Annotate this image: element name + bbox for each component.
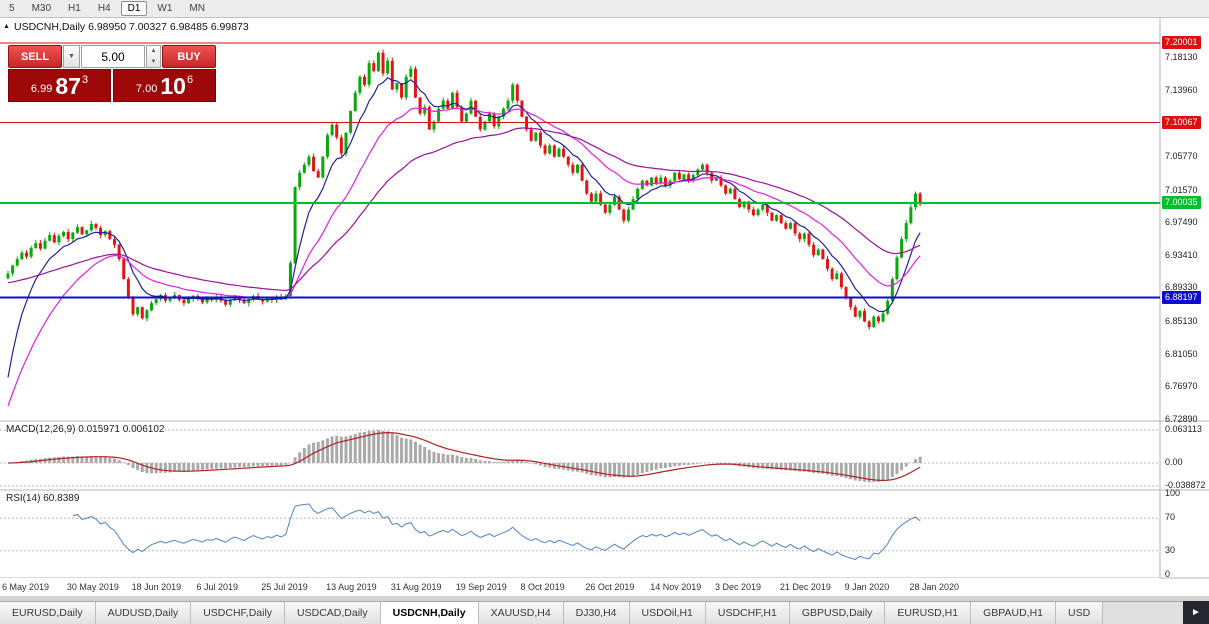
volume-down-icon[interactable]: ▼ <box>150 58 157 65</box>
price-level-badge: 6.88197 <box>1162 290 1201 304</box>
rsi-axis-label: 0 <box>1165 569 1171 579</box>
volume-up-icon[interactable]: ▲ <box>150 48 157 55</box>
buy-price-prefix: 7.00 <box>135 83 158 95</box>
tabbar-scroll-right-button[interactable]: ► <box>1183 601 1209 624</box>
date-tick-label: 30 May 2019 <box>66 582 119 592</box>
one-click-trade-panel: SELL ▼ 5.00 ▲ ▼ BUY 6.99 87 3 7.00 10 <box>8 45 216 102</box>
buy-button[interactable]: BUY <box>162 45 216 68</box>
price-tick-label: 7.01570 <box>1165 184 1198 195</box>
chart-tab-xauusd-h4[interactable]: XAUUSD,H4 <box>478 602 564 624</box>
timeframe-button-m30[interactable]: M30 <box>31 3 52 14</box>
macd-indicator-label: MACD(12,26,9) 0.015971 0.006102 <box>6 424 165 435</box>
chart-tab-usdcnh-daily[interactable]: USDCNH,Daily <box>380 602 479 624</box>
rsi-axis-label: 30 <box>1165 544 1176 555</box>
chart-tab-bar: EURUSD,Daily AUDUSD,Daily USDCHF,Daily USDC… <box>0 601 1209 624</box>
sell-price-display: 6.99 87 3 <box>8 69 111 102</box>
macd-axis-label: 0.063113 <box>1165 424 1202 434</box>
price-tick-label: 6.89330 <box>1165 282 1198 293</box>
price-tick-label: 6.76970 <box>1165 381 1198 392</box>
timeframe-button-h1[interactable]: H1 <box>68 3 81 14</box>
sell-button[interactable]: SELL <box>8 45 62 68</box>
chart-title-ohlc: USDCNH,Daily 6.98950 7.00327 6.98485 6.9… <box>14 21 249 33</box>
buy-price-big-digits: 10 <box>160 73 186 99</box>
volume-input[interactable]: 5.00 <box>81 45 145 68</box>
sell-price-pip-digit: 3 <box>81 74 89 86</box>
chart-tab-gbpaud-h1[interactable]: GBPAUD,H1 <box>971 602 1057 624</box>
price-tick-label: 6.72890 <box>1165 414 1198 424</box>
price-tick-label: 7.13960 <box>1165 85 1198 96</box>
chart-tab-usd[interactable]: USD <box>1056 602 1104 624</box>
date-tick-label: 6 May 2019 <box>2 582 50 592</box>
price-tick-label: 7.05770 <box>1165 150 1198 161</box>
chart-tab-gbpusd-daily[interactable]: GBPUSD,Daily <box>789 602 886 624</box>
timeframe-button-mn[interactable]: MN <box>189 3 205 14</box>
date-tick-label: 18 Jun 2019 <box>131 582 182 592</box>
date-tick-label: 9 Jan 2020 <box>844 582 890 592</box>
timeframe-button-w1[interactable]: W1 <box>157 3 173 14</box>
volume-dropdown-button[interactable]: ▼ <box>63 45 80 68</box>
price-tick-label: 6.81050 <box>1165 348 1198 359</box>
price-level-badge: 7.00035 <box>1162 195 1201 209</box>
price-tick-label: 6.93410 <box>1165 249 1198 260</box>
chart-tab-dj30-h4[interactable]: DJ30,H4 <box>563 602 630 624</box>
date-tick-label: 3 Dec 2019 <box>715 582 762 592</box>
chart-tab-usdchf-h1[interactable]: USDCHF,H1 <box>705 602 790 624</box>
chart-tab-usdcad-daily[interactable]: USDCAD,Daily <box>285 602 381 624</box>
date-tick-label: 6 Jul 2019 <box>196 582 238 592</box>
timeframe-button-h4[interactable]: H4 <box>97 3 111 14</box>
price-level-badge: 7.20001 <box>1162 36 1201 50</box>
price-tick-label: 6.85130 <box>1165 316 1198 327</box>
date-tick-label: 28 Jan 2020 <box>909 582 960 592</box>
timeframe-button-d1[interactable]: D1 <box>120 1 148 16</box>
rsi-indicator-label: RSI(14) 60.8389 <box>6 493 80 504</box>
timeframe-button-5[interactable]: 5 <box>9 3 15 14</box>
macd-axis-label: -0.038872 <box>1165 480 1206 490</box>
chart-tab-usdoil-h1[interactable]: USDOil,H1 <box>629 602 706 624</box>
price-level-badge: 7.10067 <box>1162 115 1201 129</box>
macd-axis-label: 0.00 <box>1165 457 1183 467</box>
chart-tab-eurusd-daily[interactable]: EURUSD,Daily <box>0 602 96 624</box>
date-tick-label: 19 Sep 2019 <box>455 582 507 592</box>
chart-tab-usdchf-daily[interactable]: USDCHF,Daily <box>191 602 286 624</box>
collapse-chart-icon[interactable]: ▲ <box>3 23 10 30</box>
buy-price-pip-digit: 6 <box>186 74 194 86</box>
date-tick-label: 13 Aug 2019 <box>326 582 377 592</box>
sell-price-prefix: 6.99 <box>30 83 53 95</box>
timeframe-toolbar: 5 M30 H1 H4 D1 W1 MN <box>0 0 1209 18</box>
rsi-axis-label: 70 <box>1165 512 1176 523</box>
date-axis: 6 May 2019 30 May 2019 18 Jun 2019 6 Jul 20… <box>0 578 1160 596</box>
date-tick-label: 26 Oct 2019 <box>585 582 635 592</box>
price-tick-label: 7.18130 <box>1165 52 1198 63</box>
date-tick-label: 31 Aug 2019 <box>390 582 442 592</box>
chart-tab-eurusd-h1[interactable]: EURUSD,H1 <box>885 602 972 624</box>
chart-panel: ▲ USDCNH,Daily 6.98950 7.00327 6.98485 6… <box>0 18 1209 596</box>
price-chart[interactable] <box>0 18 1209 596</box>
price-axis: 7.18130 7.13960 7.05770 7.01570 6.97490 6.934… <box>1161 18 1209 596</box>
date-tick-label: 14 Nov 2019 <box>650 582 702 592</box>
price-tick-label: 6.97490 <box>1165 217 1198 228</box>
date-tick-label: 21 Dec 2019 <box>779 582 831 592</box>
sell-price-big-digits: 87 <box>55 73 81 99</box>
date-tick-label: 25 Jul 2019 <box>261 582 308 592</box>
chart-tab-audusd-daily[interactable]: AUDUSD,Daily <box>95 602 192 624</box>
date-tick-label: 8 Oct 2019 <box>520 582 565 592</box>
buy-price-display: 7.00 10 6 <box>113 69 216 102</box>
volume-stepper[interactable]: ▲ ▼ <box>146 45 161 68</box>
rsi-axis-label: 100 <box>1165 488 1181 498</box>
